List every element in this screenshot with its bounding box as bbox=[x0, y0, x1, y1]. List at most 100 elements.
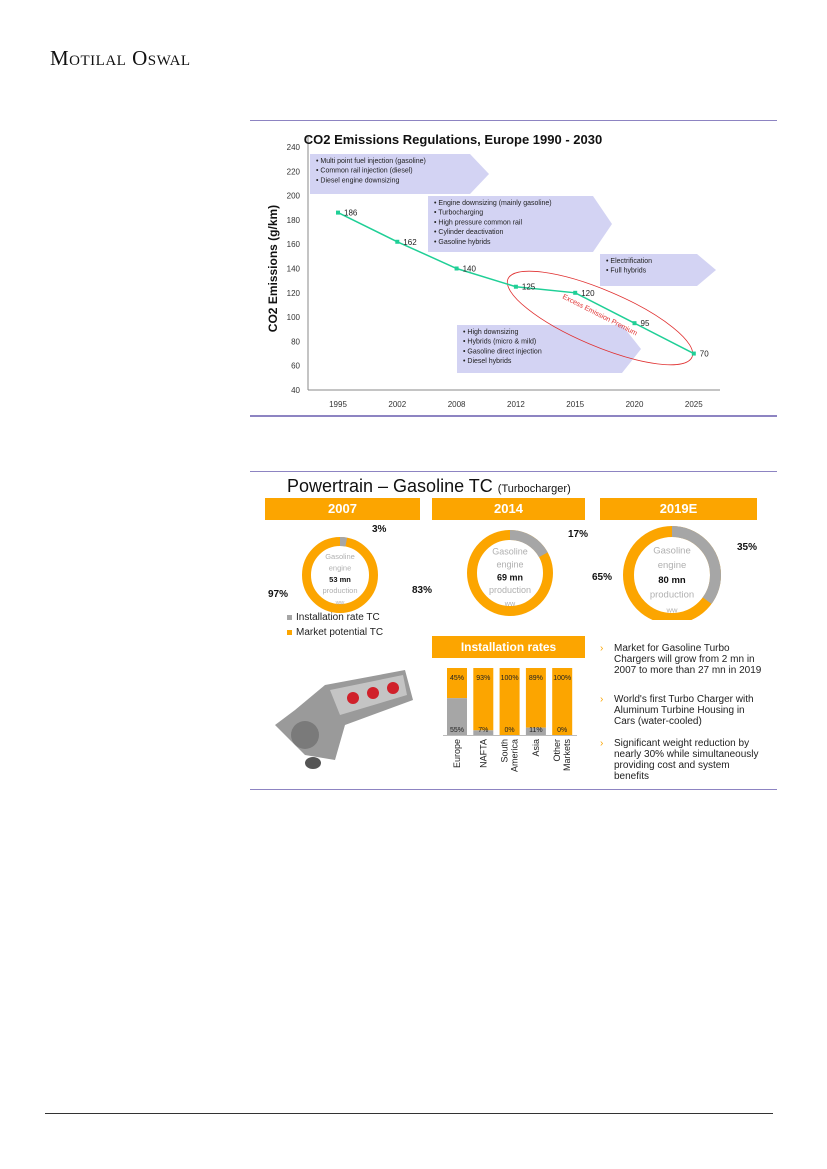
potential-pct-label: 65% bbox=[592, 572, 612, 583]
donut-center-text: Gasoline bbox=[653, 546, 691, 557]
bar-segment-potential bbox=[499, 668, 520, 735]
category-label: Europe bbox=[452, 739, 462, 768]
x-tick-label: 2015 bbox=[566, 400, 584, 409]
donut-center-text: Gasoline bbox=[492, 547, 528, 557]
potential-pct-label: 97% bbox=[268, 589, 288, 600]
x-tick-label: 2020 bbox=[626, 400, 644, 409]
bar-label: 7% bbox=[478, 727, 488, 734]
data-point bbox=[336, 210, 340, 215]
data-point bbox=[513, 284, 518, 289]
callout-item: • Common rail injection (diesel) bbox=[316, 168, 413, 175]
installation-rates-chart: 45% 55% Europe 93% 7% NAFTA 100% 0% South America… bbox=[443, 668, 577, 772]
bullet-text: Significant weight reduction by nearly 3… bbox=[614, 738, 759, 782]
callout-box bbox=[428, 196, 612, 252]
y-tick-label: 240 bbox=[287, 143, 301, 152]
footer-divider bbox=[45, 1113, 773, 1114]
data-point bbox=[691, 351, 696, 356]
donut-center-text: engine bbox=[329, 563, 352, 572]
callout-box bbox=[457, 325, 641, 373]
bar-segment-installation bbox=[473, 730, 494, 735]
callout-item: • Full hybrids bbox=[606, 268, 647, 275]
y-tick-label: 120 bbox=[287, 289, 301, 298]
divider bbox=[250, 415, 777, 417]
x-tick-label: 2025 bbox=[685, 400, 703, 409]
bullet-text: Market for Gasoline Turbo Chargers will … bbox=[614, 643, 762, 676]
bar-label: 100% bbox=[553, 675, 571, 682]
donut-center-text: 53 mn bbox=[329, 575, 351, 584]
donut-center-text: engine bbox=[658, 560, 687, 571]
y-tick-label: 160 bbox=[287, 240, 301, 249]
callout-item: • Diesel engine downsizing bbox=[316, 177, 399, 184]
chevron-icon: › bbox=[600, 738, 604, 749]
year-header-2019e: 2019E bbox=[600, 498, 757, 520]
chart-title: CO2 Emissions Regulations, Europe 1990 -… bbox=[304, 132, 602, 147]
donut-charts: Gasoline engine 53 mn production ww 3% 97% Gaso… bbox=[268, 524, 757, 620]
callout-item: • Multi point fuel injection (gasoline) bbox=[316, 158, 426, 165]
callout-item: • Turbocharging bbox=[434, 210, 483, 217]
bar-label: 0% bbox=[505, 727, 515, 734]
callout-item: • Gasoline hybrids bbox=[434, 239, 491, 246]
bullet-item: › Significant weight reduction by nearly … bbox=[600, 738, 766, 782]
chevron-icon: › bbox=[600, 643, 604, 654]
x-tick-label: 2012 bbox=[507, 400, 525, 409]
installation-pct-label: 3% bbox=[372, 524, 387, 535]
callout-item: • Hybrids (micro & mild) bbox=[463, 339, 536, 346]
category-label: Markets bbox=[562, 739, 572, 772]
donut-center-text: ww bbox=[504, 599, 516, 608]
donut-center-text: production bbox=[322, 586, 357, 595]
data-label: 95 bbox=[641, 319, 650, 328]
legend-item: Market potential TC bbox=[287, 627, 383, 638]
co2-emissions-chart: 40 60 80 100 120 140 160 180 200 220 240 1995 2002 20… bbox=[266, 132, 720, 409]
bar-segment-potential bbox=[447, 668, 467, 699]
year-header-2007: 2007 bbox=[265, 498, 420, 520]
data-label: 125 bbox=[522, 283, 536, 292]
bullet-item: › Market for Gasoline Turbo Chargers will… bbox=[600, 643, 766, 676]
highlight-ellipse bbox=[506, 270, 694, 366]
data-label: 162 bbox=[403, 238, 417, 247]
callout-box bbox=[310, 154, 489, 194]
divider bbox=[250, 471, 777, 472]
bar-label: 55% bbox=[450, 727, 464, 734]
y-tick-label: 40 bbox=[291, 386, 300, 395]
x-tick-label: 2002 bbox=[388, 400, 406, 409]
donut-center-text: ww bbox=[666, 605, 678, 614]
callout-item: • High pressure common rail bbox=[434, 219, 522, 226]
category-label: South bbox=[500, 739, 510, 763]
donut-center-text: ww bbox=[335, 601, 345, 607]
donut-center-text: 69 mn bbox=[497, 572, 523, 582]
callout-item: • Gasoline direct injection bbox=[463, 348, 542, 355]
category-label: Asia bbox=[531, 739, 541, 757]
bar-segment-installation bbox=[525, 727, 546, 735]
callout-item: • Diesel hybrids bbox=[463, 358, 512, 365]
y-tick-label: 80 bbox=[291, 337, 300, 346]
bar-segment-installation bbox=[447, 698, 467, 735]
installation-rates-header: Installation rates bbox=[432, 636, 585, 658]
y-tick-label: 140 bbox=[287, 265, 301, 274]
potential-pct-label: 83% bbox=[412, 585, 432, 596]
bar-label: 45% bbox=[450, 675, 464, 682]
year-header-2014: 2014 bbox=[432, 498, 585, 520]
brand-logo: Motilal Oswal bbox=[50, 46, 191, 70]
bar-segment-potential bbox=[525, 668, 546, 728]
category-label: America bbox=[510, 739, 520, 772]
callout-item: • Engine downsizing (mainly gasoline) bbox=[434, 200, 552, 207]
bar-segment-potential bbox=[552, 668, 573, 735]
category-label: NAFTA bbox=[478, 739, 488, 768]
section-title: Powertrain – Gasoline TC (Turbocharger) bbox=[287, 476, 571, 496]
y-tick-label: 180 bbox=[287, 216, 301, 225]
data-label: 70 bbox=[700, 350, 709, 359]
x-tick-label: 2008 bbox=[448, 400, 466, 409]
data-point bbox=[632, 321, 637, 326]
data-label: 140 bbox=[463, 265, 477, 274]
callout-item: • Cylinder deactivation bbox=[434, 229, 503, 236]
category-label: Other bbox=[552, 739, 562, 762]
data-label: 186 bbox=[344, 209, 358, 218]
donut-installation bbox=[467, 530, 553, 616]
bullet-item: › World's first Turbo Charger with Alumin… bbox=[600, 694, 766, 727]
donut-installation bbox=[623, 526, 721, 620]
legend-item: Installation rate TC bbox=[287, 612, 380, 623]
installation-pct-label: 35% bbox=[737, 542, 757, 553]
donut-center-text: Gasoline bbox=[325, 552, 355, 561]
y-tick-label: 60 bbox=[291, 362, 300, 371]
